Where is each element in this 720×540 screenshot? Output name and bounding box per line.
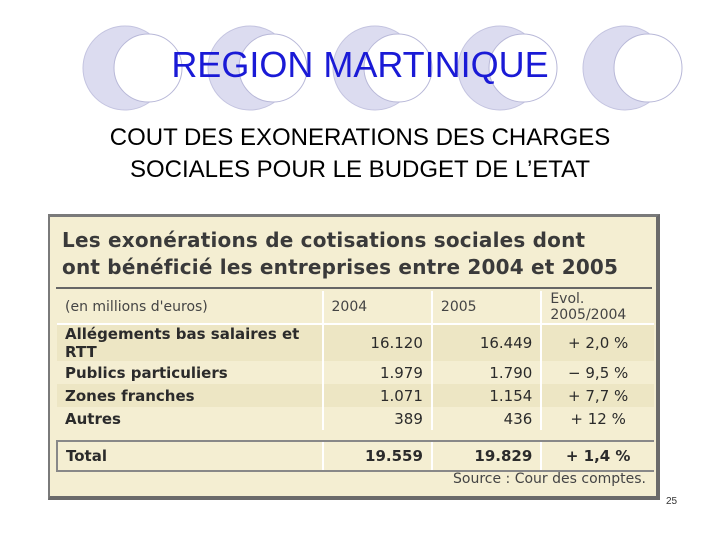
header-unit: (en millions d'euros) [57,291,323,325]
cell-2004: 16.120 [321,324,432,361]
exonerations-table-image: Les exonérations de cotisations sociales… [48,214,660,500]
row-label: Zones franches [57,384,323,407]
table-source: Source : Cour des comptes. [453,471,646,487]
row-label: Autres [65,409,121,428]
cell-2005: 1.790 [430,361,542,384]
table-total-row: Total 19.559 19.829 + 1,4 % [56,440,654,472]
table-title-line-2: ont bénéficié les entreprises entre 2004… [62,255,619,279]
slide-subtitle: COUT DES EXONERATIONS DES CHARGES SOCIAL… [40,122,680,186]
cell-evolution: + 2,0 % [540,324,654,361]
cell-evolution: + 7,7 % [540,384,654,407]
table-header-row: (en millions d'euros) 2004 2005 Evol. 20… [57,291,654,325]
cell-2005: 16.449 [430,324,542,361]
subtitle-line-2: SOCIALES POUR LE BUDGET DE L’ETAT [129,156,591,183]
cell-evolution: + 12 % [540,407,654,430]
page-number: 25 [666,496,678,507]
cell-evolution: − 9,5 % [540,361,654,384]
cell-2005: 436 [430,407,542,430]
cell-2005: 1.154 [430,384,542,407]
subtitle-line-1: COUT DES EXONERATIONS DES CHARGES [109,124,611,151]
slide-title: REGION MARTINIQUE [171,44,549,85]
cell-2004: 1.979 [321,361,432,384]
row-label: Publics particuliers [65,363,228,382]
total-2005: 19.829 [430,440,542,472]
header-2004: 2004 [321,291,432,325]
decorative-rings [82,25,683,111]
table-row: Zones franches 1.071 1.154 + 7,7 % [57,384,654,407]
table-title-line-1: Les exonérations de cotisations sociales… [62,228,586,252]
table-row: Allégements bas salaires et RTT 16.120 1… [57,324,654,361]
header-2005: 2005 [430,291,542,325]
total-2004: 19.559 [321,440,432,472]
table-row: Publics particuliers 1.979 1.790 − 9,5 % [57,361,654,384]
table-title: Les exonérations de cotisations sociales… [62,227,652,281]
exonerations-table: (en millions d'euros) 2004 2005 Evol. 20… [56,291,654,472]
total-evolution: + 1,4 % [540,440,654,472]
header-evolution: Evol. 2005/2004 [540,291,654,325]
cell-2004: 389 [321,407,432,430]
total-label: Total [56,440,323,472]
cell-2004: 1.071 [321,384,432,407]
table-spacer [57,430,654,441]
table-row: Autres 389 436 + 12 % [57,407,654,430]
row-label: Allégements bas salaires et RTT [57,324,323,361]
title-divider [56,287,652,289]
